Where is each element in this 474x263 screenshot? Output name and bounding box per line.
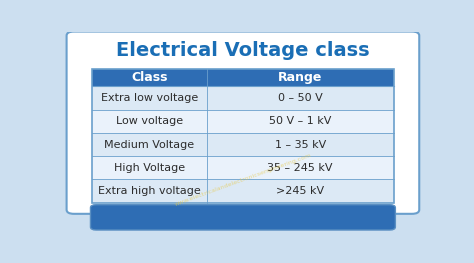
Text: High Voltage: High Voltage: [114, 163, 185, 173]
Text: 1 – 35 kV: 1 – 35 kV: [274, 140, 326, 150]
Bar: [92, 69, 393, 203]
Bar: [92, 87, 393, 110]
Bar: [92, 133, 393, 156]
Text: >245 kV: >245 kV: [276, 186, 324, 196]
Text: Low voltage: Low voltage: [116, 116, 183, 126]
Text: Range: Range: [278, 71, 322, 84]
Text: www.electricalandelectronicsengineering.com: www.electricalandelectronicsengineering.…: [174, 152, 312, 207]
FancyBboxPatch shape: [91, 205, 395, 230]
Bar: [92, 69, 393, 87]
Text: Medium Voltage: Medium Voltage: [104, 140, 195, 150]
Bar: [92, 110, 393, 133]
Text: Class: Class: [131, 71, 168, 84]
Text: Extra high voltage: Extra high voltage: [98, 186, 201, 196]
Text: Electrical Voltage class: Electrical Voltage class: [116, 41, 370, 60]
Text: 35 – 245 kV: 35 – 245 kV: [267, 163, 333, 173]
Text: Extra low voltage: Extra low voltage: [101, 93, 198, 103]
Bar: [92, 156, 393, 179]
Text: www.electricalandelectronicsengineering.com: www.electricalandelectronicsengineering.…: [125, 213, 361, 222]
Bar: [92, 179, 393, 203]
FancyBboxPatch shape: [66, 32, 419, 214]
Text: 0 – 50 V: 0 – 50 V: [278, 93, 322, 103]
Text: 50 V – 1 kV: 50 V – 1 kV: [269, 116, 331, 126]
